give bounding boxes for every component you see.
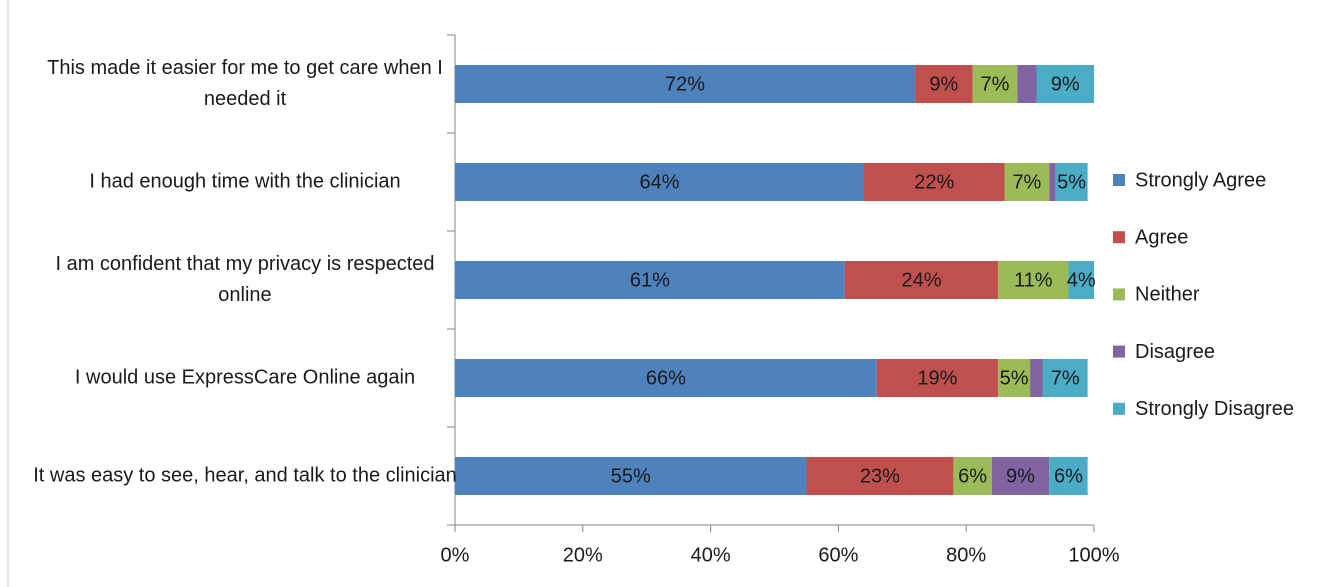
legend-swatch xyxy=(1113,231,1125,244)
data-label: 7% xyxy=(1051,367,1080,389)
legend-swatch xyxy=(1113,402,1125,415)
category-label: I would use ExpressCare Online again xyxy=(74,366,416,389)
bar-segment xyxy=(863,163,1005,201)
data-label: 9% xyxy=(929,73,958,95)
legend-label: Neither xyxy=(1135,284,1200,306)
data-label: 6% xyxy=(958,465,987,487)
legend-swatch xyxy=(1113,288,1125,301)
legend-label: Strongly Disagree xyxy=(1135,398,1294,420)
data-label: 61% xyxy=(630,269,670,291)
bar-segment xyxy=(1017,65,1037,103)
data-label: 22% xyxy=(914,171,954,193)
data-label: 5% xyxy=(1057,171,1086,193)
legend-label: Strongly Agree xyxy=(1135,169,1266,191)
data-label: 5% xyxy=(1000,367,1029,389)
bar-segment xyxy=(1068,261,1094,299)
data-label: 66% xyxy=(646,367,686,389)
bar-segment xyxy=(1004,163,1050,201)
bar-segment xyxy=(1055,163,1088,201)
bar-segment xyxy=(844,261,999,299)
category-label: This made it easier for me to get care w… xyxy=(47,57,443,110)
bar-segment xyxy=(455,457,807,495)
x-tick-label: 60% xyxy=(818,544,858,566)
data-label: 9% xyxy=(1006,465,1035,487)
bar-segment xyxy=(876,359,999,397)
bar-segment xyxy=(998,261,1069,299)
data-label: 11% xyxy=(1014,269,1053,291)
bar-segment xyxy=(1049,163,1056,201)
legend-label: Agree xyxy=(1135,226,1188,248)
bar-segment xyxy=(455,65,916,103)
legend-label: Disagree xyxy=(1135,341,1215,363)
data-label: 9% xyxy=(1051,73,1080,95)
bar-segment xyxy=(806,457,954,495)
bar-segment xyxy=(455,261,845,299)
x-tick-label: 80% xyxy=(946,544,986,566)
category-label: I had enough time with the clinician xyxy=(89,170,401,193)
data-label: 55% xyxy=(611,465,651,487)
category-label: It was easy to see, hear, and talk to th… xyxy=(33,464,457,487)
legend-swatch xyxy=(1113,345,1125,358)
data-label: 64% xyxy=(639,171,679,193)
x-tick-label: 0% xyxy=(441,544,470,566)
data-label: 24% xyxy=(901,269,941,291)
data-label: 6% xyxy=(1054,465,1083,487)
bar-segment xyxy=(1030,359,1043,397)
bar-segment xyxy=(991,457,1050,495)
x-tick-label: 20% xyxy=(563,544,603,566)
bar-segment xyxy=(998,359,1031,397)
bar-segment xyxy=(455,163,864,201)
bar-segment xyxy=(1049,457,1088,495)
bar-segment xyxy=(972,65,1018,103)
x-tick-label: 40% xyxy=(691,544,731,566)
bar-segment xyxy=(953,457,992,495)
x-tick-label: 100% xyxy=(1068,544,1119,566)
data-label: 4% xyxy=(1067,269,1096,291)
data-label: 72% xyxy=(665,73,705,95)
category-label: I am confident that my privacy is respec… xyxy=(55,253,435,306)
legend-swatch xyxy=(1113,174,1125,186)
data-label: 7% xyxy=(1012,171,1041,193)
data-label: 7% xyxy=(981,73,1010,95)
bar-segment xyxy=(915,65,973,103)
bar-segment xyxy=(455,359,877,397)
bar-segment xyxy=(1042,359,1088,397)
data-label: 19% xyxy=(917,367,957,389)
bar-segment xyxy=(1036,65,1094,103)
data-label: 23% xyxy=(860,465,900,487)
